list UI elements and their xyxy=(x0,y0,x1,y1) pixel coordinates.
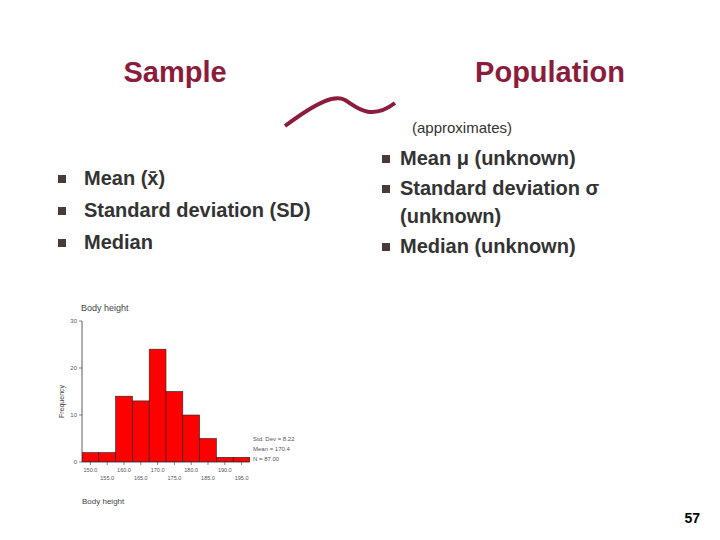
x-tick-label: 195.0 xyxy=(235,475,249,481)
x-tick xyxy=(107,462,108,465)
bar xyxy=(166,392,183,463)
x-tick xyxy=(208,462,209,465)
bullet xyxy=(58,207,66,215)
x-tick-label: 175.0 xyxy=(168,475,182,481)
y-tick xyxy=(79,321,82,322)
bar xyxy=(183,415,200,462)
x-tick-label: 170.0 xyxy=(151,467,165,473)
y-tick-label: 0 xyxy=(74,459,78,465)
bar xyxy=(149,349,166,462)
bar xyxy=(82,453,99,462)
x-tick xyxy=(191,462,192,465)
x-axis-label: Body height xyxy=(82,497,125,506)
x-tick-label: 165.0 xyxy=(134,475,148,481)
y-tick-label: 20 xyxy=(70,365,77,371)
x-tick-label: 185.0 xyxy=(201,475,215,481)
x-tick-label: 160.0 xyxy=(117,467,131,473)
bar xyxy=(216,457,233,462)
x-tick xyxy=(90,462,91,465)
bullet xyxy=(58,239,66,247)
stat-annotation: N = 87.00 xyxy=(253,456,280,462)
x-tick xyxy=(224,462,225,465)
relation-label: (approximates) xyxy=(412,119,512,136)
bar xyxy=(116,396,133,462)
sample-item: Mean (x̄) xyxy=(84,167,165,189)
x-tick xyxy=(241,462,242,465)
bars xyxy=(82,349,250,462)
bullet xyxy=(382,185,390,193)
bar xyxy=(233,457,250,462)
heading: Sample xyxy=(123,56,226,88)
tilde xyxy=(285,98,395,126)
x-tick xyxy=(140,462,141,465)
population-item: Standard deviation σ(unknown) xyxy=(400,177,600,227)
stat-annotation: Mean = 170.4 xyxy=(253,446,291,452)
slide: Sample Population (approximates) Mean (x̄) S… xyxy=(0,0,720,540)
bar xyxy=(99,453,116,462)
population-item: Median (unknown) xyxy=(400,235,576,257)
y-tick-label: 30 xyxy=(70,318,77,324)
y-axis-label: Frequency xyxy=(58,384,66,418)
heading: Population xyxy=(475,56,625,88)
x-tick-label: 190.0 xyxy=(218,467,232,473)
y-tick xyxy=(79,415,82,416)
x-tick xyxy=(157,462,158,465)
page-number: 57 xyxy=(684,510,700,526)
y-tick xyxy=(79,368,82,369)
x-tick-label: 180.0 xyxy=(184,467,198,473)
bar xyxy=(200,439,217,463)
bullet xyxy=(382,243,390,251)
y-tick xyxy=(79,462,82,463)
bullet xyxy=(382,155,390,163)
chart-title: Body height xyxy=(81,303,129,313)
population-item: Mean μ (unknown) xyxy=(400,147,576,169)
bullet xyxy=(58,175,66,183)
bar xyxy=(132,401,149,462)
sample-item: Median xyxy=(84,231,153,253)
stat-annotation: Std. Dev = 8.22 xyxy=(253,436,295,442)
x-tick xyxy=(124,462,125,465)
x-tick xyxy=(174,462,175,465)
x-tick-label: 150.0 xyxy=(84,467,98,473)
sample-item: Standard deviation (SD) xyxy=(84,199,311,221)
x-tick-label: 155.0 xyxy=(100,475,114,481)
y-tick-label: 10 xyxy=(70,412,77,418)
y-axis xyxy=(82,321,83,462)
